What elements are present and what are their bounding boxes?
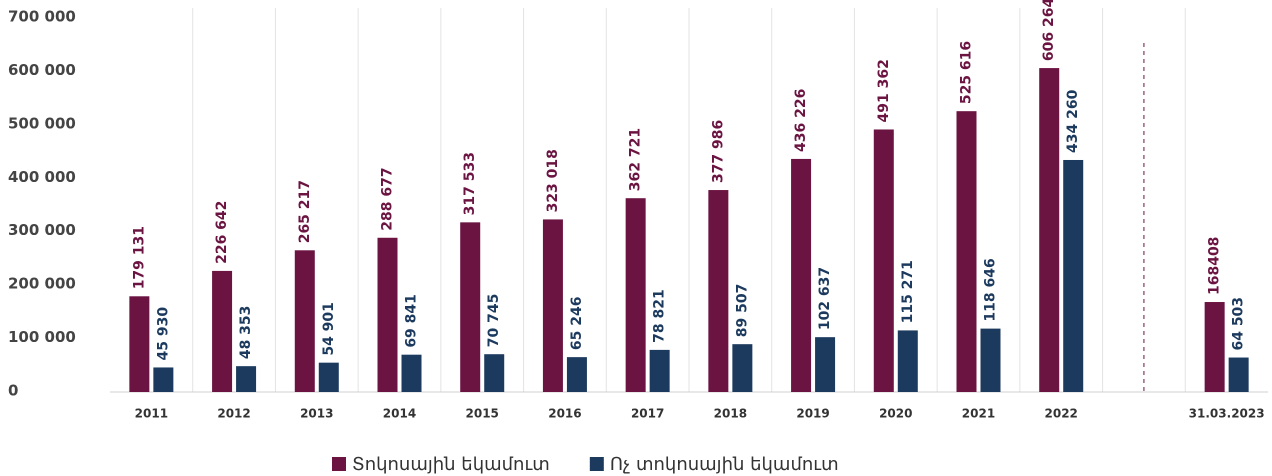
bar	[566, 357, 587, 392]
value-label: 436 226	[793, 89, 809, 152]
bar	[649, 349, 670, 392]
value-label: 491 362	[876, 59, 892, 122]
bar	[732, 344, 753, 392]
y-tick-label: 700 000	[8, 8, 76, 26]
y-tick-label: 400 000	[8, 168, 76, 186]
x-tick-label: 2018	[714, 407, 747, 421]
value-label: 179 131	[131, 226, 147, 289]
bar	[815, 337, 836, 392]
bar	[1063, 159, 1084, 392]
legend-swatch	[332, 457, 346, 471]
legend-swatch	[589, 457, 604, 471]
value-label: 78 821	[652, 289, 668, 343]
x-tick-label: 2012	[217, 407, 250, 421]
value-label: 115 271	[900, 260, 916, 323]
x-tick-label: 2021	[962, 407, 995, 421]
value-label: 65 246	[569, 297, 585, 351]
x-tick-label: 2017	[631, 407, 664, 421]
y-tick-label: 300 000	[8, 221, 76, 239]
value-label: 323 018	[545, 149, 561, 212]
value-label: 69 841	[404, 294, 420, 348]
bar	[708, 190, 729, 392]
bar	[129, 296, 150, 392]
bar	[1039, 68, 1060, 393]
bar	[542, 219, 563, 392]
y-tick-label: 200 000	[8, 275, 76, 293]
value-label: 434 260	[1065, 89, 1081, 153]
value-label: 48 353	[238, 306, 254, 360]
bar	[625, 198, 646, 392]
value-label: 525 616	[959, 41, 975, 104]
value-label: 118 646	[983, 258, 999, 321]
bar	[873, 129, 894, 393]
y-tick-label: 100 000	[8, 328, 76, 346]
x-tick-label: 31.03.2023	[1189, 407, 1265, 421]
bar	[1228, 357, 1249, 392]
y-tick-label: 0	[8, 382, 18, 400]
bar	[377, 237, 398, 392]
value-label: 70 745	[486, 294, 502, 348]
value-label: 168408	[1207, 237, 1223, 295]
bar	[294, 250, 315, 392]
value-label: 89 507	[734, 284, 750, 338]
x-tick-label: 2013	[300, 407, 333, 421]
bar	[956, 111, 977, 392]
bar	[318, 362, 339, 392]
value-label: 45 930	[155, 307, 171, 361]
x-tick-label: 2014	[383, 407, 416, 421]
value-label: 362 721	[628, 128, 644, 191]
bar	[484, 354, 505, 392]
x-tick-label: 2015	[466, 407, 499, 421]
bar	[236, 366, 257, 392]
value-label: 377 986	[710, 120, 726, 183]
bar	[1204, 302, 1225, 392]
bar	[897, 330, 918, 392]
bar	[460, 222, 481, 392]
x-tick-label: 2022	[1045, 407, 1078, 421]
bar	[401, 354, 422, 392]
legend-label: Ոչ տոկոսային եկամուտ	[610, 454, 839, 475]
x-tick-label: 2011	[135, 407, 168, 421]
value-label: 226 642	[214, 201, 230, 264]
legend-label: Տոկոսային եկամուտ	[352, 454, 550, 475]
bar	[980, 328, 1001, 392]
value-label: 317 533	[462, 152, 478, 215]
bar	[153, 367, 174, 392]
value-label: 64 503	[1231, 297, 1247, 351]
value-label: 265 217	[297, 180, 313, 243]
value-label: 102 637	[817, 267, 833, 330]
value-label: 288 677	[380, 167, 396, 230]
x-tick-label: 2016	[548, 407, 581, 421]
bar	[791, 158, 812, 392]
value-label: 54 901	[321, 302, 337, 356]
bar	[212, 270, 233, 392]
value-label: 606 264	[1041, 0, 1057, 61]
x-tick-label: 2019	[796, 407, 829, 421]
x-tick-label: 2020	[879, 407, 912, 421]
y-tick-label: 600 000	[8, 61, 76, 79]
y-tick-label: 500 000	[8, 114, 76, 132]
